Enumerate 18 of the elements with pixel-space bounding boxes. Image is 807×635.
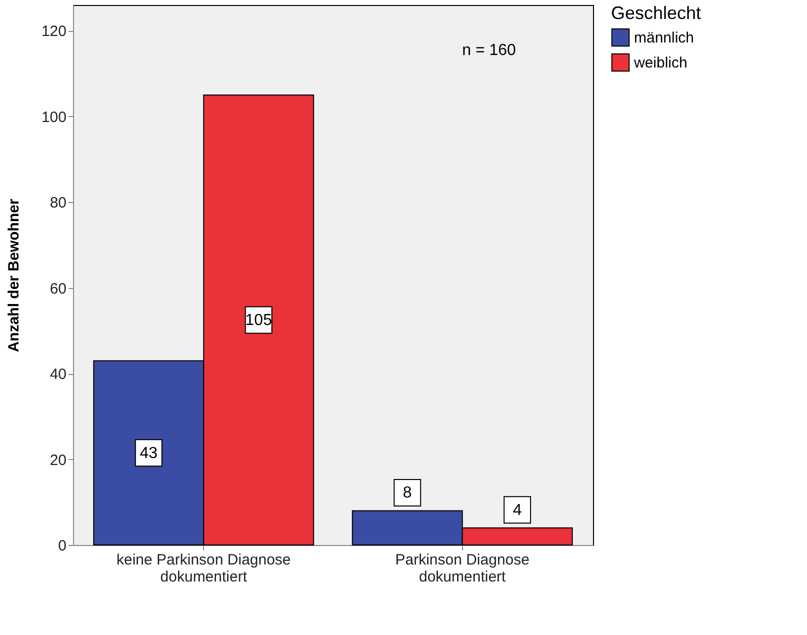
y-tick-label: 100 xyxy=(41,108,66,126)
data-label: 43 xyxy=(140,444,158,462)
legend-label: weiblich xyxy=(633,54,688,72)
y-tick-label: 20 xyxy=(50,452,66,469)
y-axis-title: Anzahl der Bewohner xyxy=(5,198,22,352)
data-label: 4 xyxy=(512,502,522,519)
x-tick-label: keine Parkinson Diagnose dokumentiert xyxy=(116,552,291,586)
data-label: 105 xyxy=(245,312,272,329)
y-tick-label: 120 xyxy=(41,23,66,40)
y-tick-label: 60 xyxy=(50,280,66,298)
legend-title: Geschlecht xyxy=(611,3,702,23)
annotation: n = 160 xyxy=(462,42,516,59)
y-tick-label: 40 xyxy=(50,366,66,384)
legend-label: männlich xyxy=(634,30,694,46)
x-tick-label: Parkinson Diagnose dokumentiert xyxy=(395,552,530,586)
data-label: 8 xyxy=(402,484,412,502)
y-tick-label: 0 xyxy=(58,538,66,554)
y-tick-label: 80 xyxy=(50,194,66,212)
